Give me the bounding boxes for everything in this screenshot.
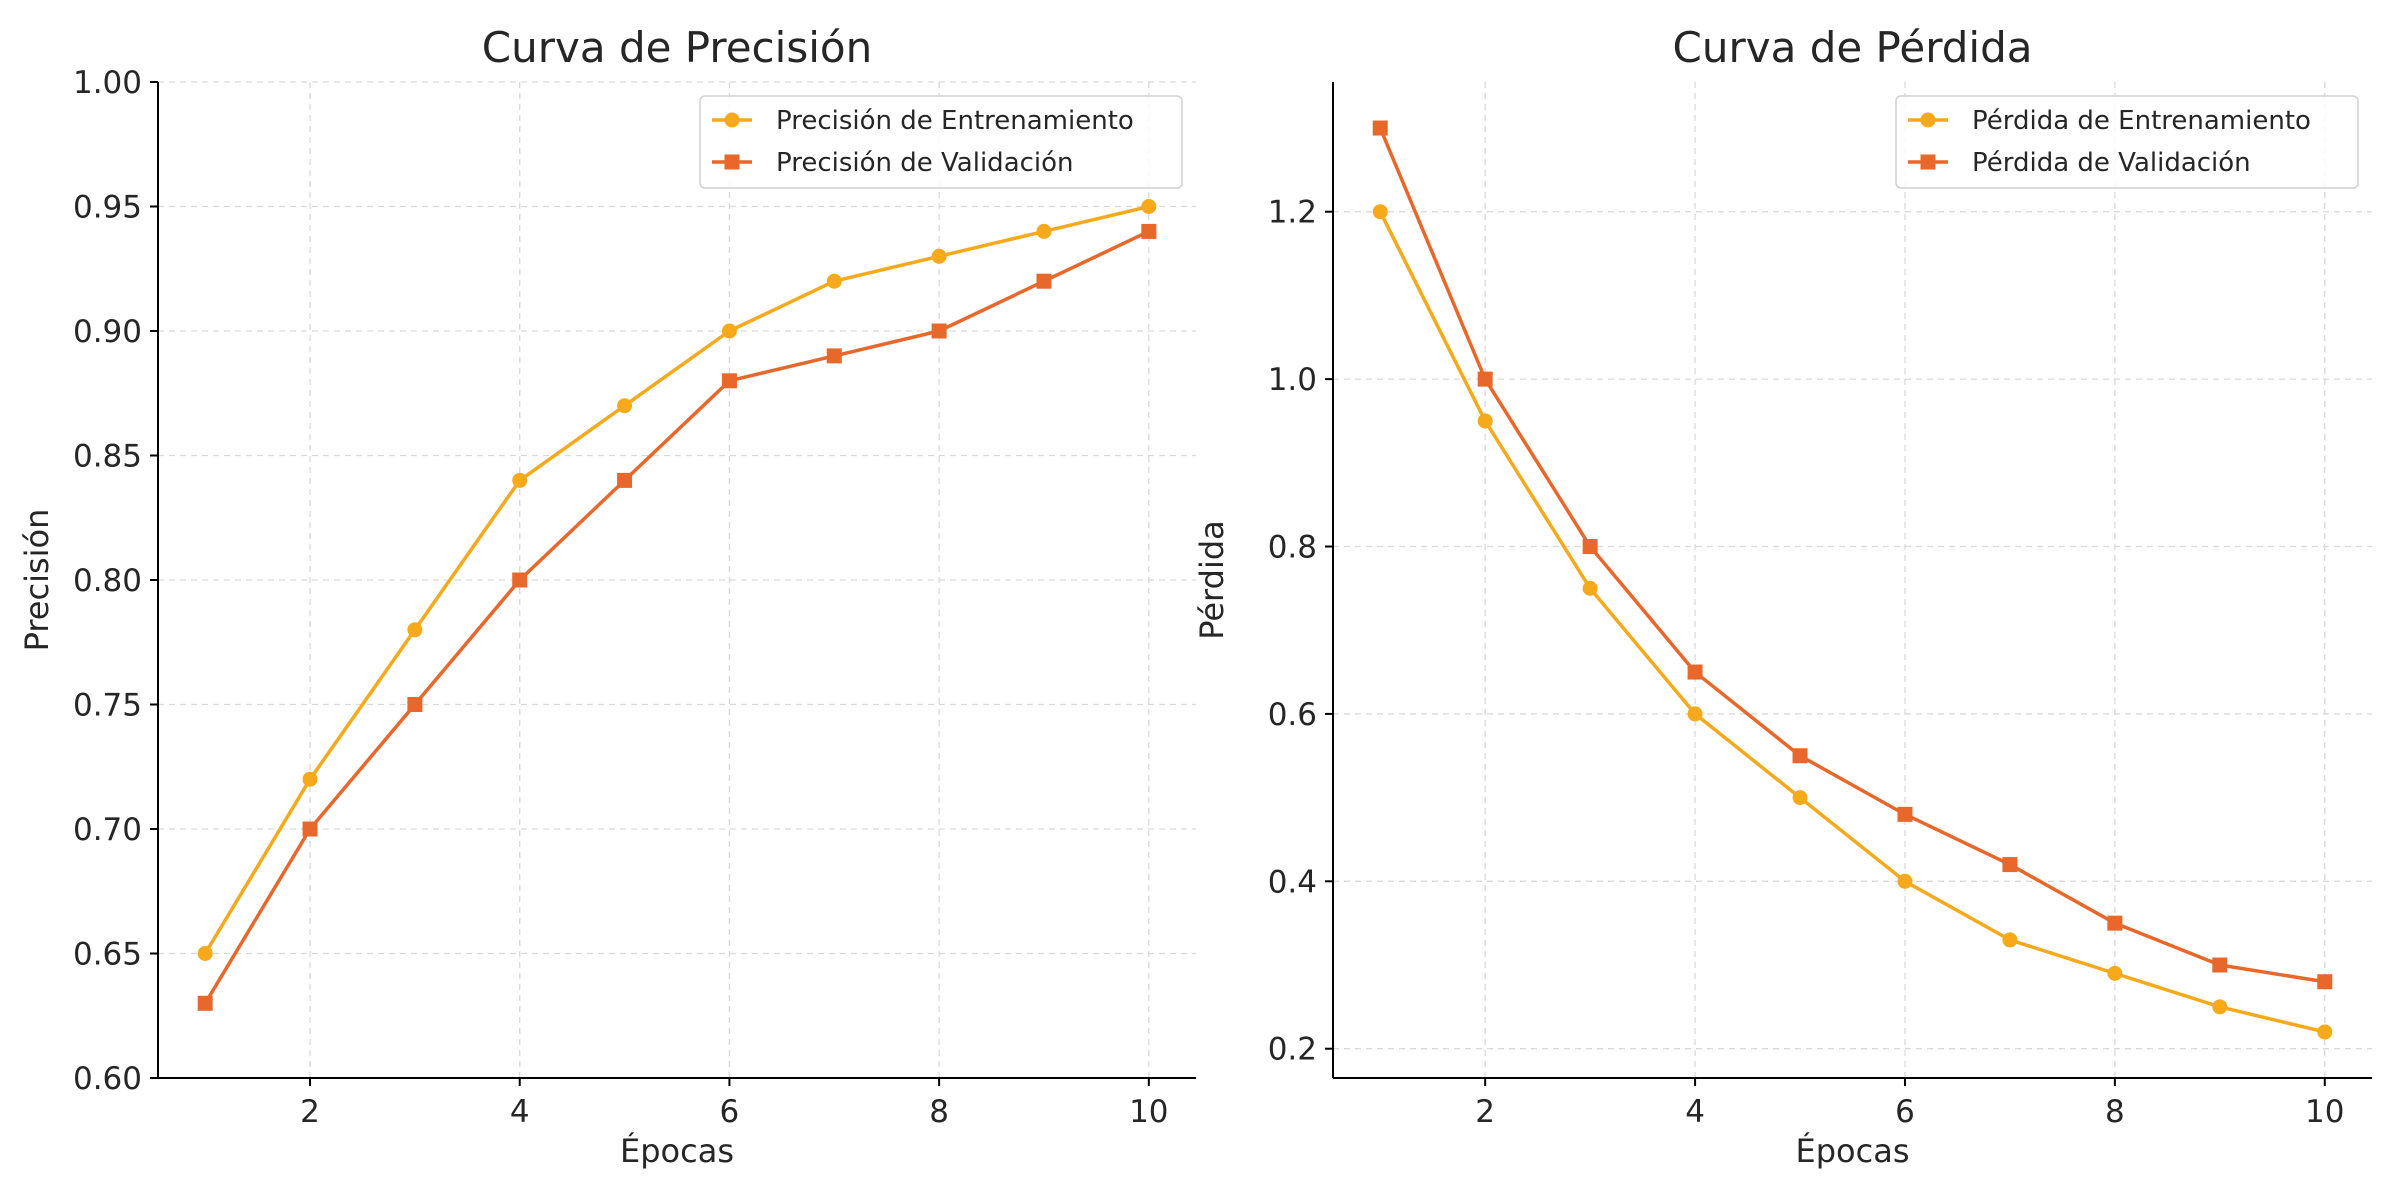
series-line bbox=[1378, 210, 2326, 1034]
legend-marker bbox=[724, 154, 740, 170]
legend-label: Pérdida de Entrenamiento bbox=[1972, 106, 2311, 136]
x-tick-label: 4 bbox=[1685, 1094, 1705, 1130]
data-point bbox=[197, 946, 213, 961]
chart-loss: 2 4 6 8 10 0.2 0.4 0.6 0.8 1.0 1.2 Curva de Pérdida… bbox=[1193, 23, 2372, 1170]
data-point bbox=[407, 697, 423, 712]
legend-marker bbox=[1920, 112, 1936, 128]
y-tick-label: 1.2 bbox=[1268, 195, 1317, 231]
series-line bbox=[203, 229, 1150, 1005]
data-point bbox=[1897, 806, 1913, 822]
data-point bbox=[721, 373, 737, 389]
legend: Pérdida de Entrenamiento Pérdida de Valid… bbox=[1895, 95, 2359, 189]
y-tick-label: 1.00 bbox=[73, 65, 142, 101]
x-axis-label: Épocas bbox=[620, 1132, 734, 1170]
legend-label: Pérdida de Validación bbox=[1972, 148, 2251, 178]
legend-label: Precisión de Entrenamiento bbox=[776, 106, 1134, 136]
legend-label: Precisión de Validación bbox=[776, 148, 1074, 178]
x-tick-label: 6 bbox=[1895, 1094, 1915, 1130]
y-tick-label: 0.65 bbox=[73, 937, 142, 973]
chart-precision: 2 4 6 8 10 0.60 0.65 0.70 0.75 0.80 0.85 0.90 0.95 1.… bbox=[18, 23, 1196, 1170]
data-point bbox=[1036, 273, 1052, 289]
y-tick-label: 0.2 bbox=[1268, 1032, 1317, 1068]
chart-title: Curva de Precisión bbox=[482, 23, 872, 72]
y-axis-label: Precisión bbox=[18, 509, 56, 652]
data-point bbox=[1141, 223, 1157, 239]
legend-marker bbox=[724, 112, 740, 128]
data-point bbox=[2212, 957, 2228, 973]
data-point bbox=[1477, 371, 1493, 387]
y-tick-label: 1.0 bbox=[1268, 362, 1317, 398]
y-tick-label: 0.95 bbox=[73, 190, 142, 226]
data-point bbox=[302, 771, 318, 787]
data-point bbox=[2107, 965, 2123, 981]
data-point bbox=[512, 472, 528, 488]
y-tick-label: 0.75 bbox=[73, 688, 142, 724]
data-point bbox=[2002, 857, 2018, 873]
data-point bbox=[1582, 539, 1598, 555]
x-axis-label: Épocas bbox=[1796, 1132, 1910, 1170]
y-tick-label: 0.4 bbox=[1268, 864, 1317, 900]
y-tick-label: 0.70 bbox=[73, 812, 142, 848]
data-point bbox=[302, 821, 318, 837]
data-point bbox=[931, 248, 947, 264]
data-point bbox=[1582, 580, 1598, 596]
y-tick-label: 0.60 bbox=[73, 1061, 142, 1097]
data-point bbox=[2317, 1024, 2333, 1040]
data-point bbox=[1897, 873, 1913, 889]
y-axis-label: Pérdida bbox=[1193, 520, 1231, 640]
data-point bbox=[1372, 120, 1388, 136]
data-point bbox=[826, 273, 842, 289]
data-point bbox=[1036, 223, 1052, 239]
data-point bbox=[512, 572, 528, 588]
legend-marker bbox=[1920, 154, 1936, 170]
data-point bbox=[1141, 199, 1157, 214]
data-point bbox=[721, 323, 737, 339]
x-tick-label: 10 bbox=[2305, 1094, 2344, 1130]
x-tick-label: 4 bbox=[510, 1094, 530, 1130]
legend: Precisión de Entrenamiento Precisión de V… bbox=[699, 95, 1183, 189]
series-line bbox=[203, 204, 1150, 955]
data-point bbox=[617, 472, 633, 488]
x-tick-label: 6 bbox=[720, 1094, 740, 1130]
data-point bbox=[2317, 974, 2333, 990]
data-point bbox=[1477, 413, 1493, 429]
x-tick-label: 2 bbox=[300, 1094, 320, 1130]
y-tick-label: 0.6 bbox=[1268, 697, 1317, 733]
data-point bbox=[826, 348, 842, 364]
data-point bbox=[2212, 999, 2228, 1015]
x-tick-label: 8 bbox=[2105, 1094, 2125, 1130]
chart-title: Curva de Pérdida bbox=[1673, 23, 2033, 72]
data-point bbox=[1792, 790, 1808, 806]
y-tick-label: 0.8 bbox=[1268, 530, 1317, 566]
y-tick-label: 0.85 bbox=[73, 439, 142, 475]
y-tick-label: 0.80 bbox=[73, 563, 142, 599]
x-tick-label: 10 bbox=[1129, 1094, 1168, 1130]
data-point bbox=[931, 323, 947, 339]
data-point bbox=[197, 995, 213, 1011]
series-line bbox=[1378, 127, 2326, 984]
x-tick-label: 2 bbox=[1475, 1094, 1495, 1130]
x-tick-label: 8 bbox=[929, 1094, 949, 1130]
legend-box bbox=[699, 95, 1183, 189]
data-point bbox=[1687, 706, 1703, 722]
data-point bbox=[2107, 915, 2123, 931]
data-point bbox=[617, 398, 633, 414]
data-point bbox=[2002, 932, 2018, 948]
data-point bbox=[1687, 664, 1703, 680]
y-tick-label: 0.90 bbox=[73, 314, 142, 350]
legend-box bbox=[1895, 95, 2359, 189]
data-point bbox=[1372, 204, 1388, 220]
data-point bbox=[407, 622, 423, 638]
data-point bbox=[1792, 748, 1808, 764]
